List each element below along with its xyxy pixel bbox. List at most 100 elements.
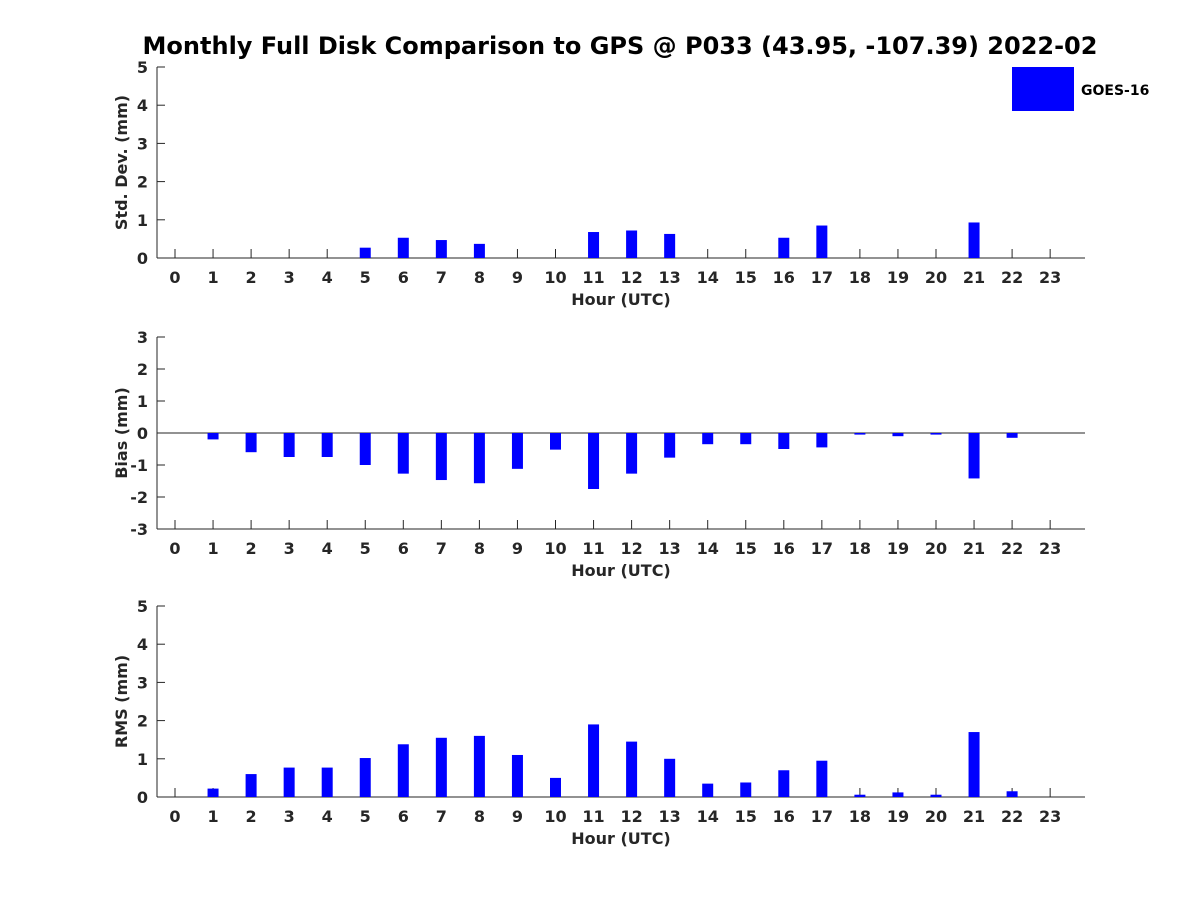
rms-x-tick-label: 17 (811, 807, 833, 826)
bias-bar (664, 433, 676, 458)
std-dev-x-tick-label: 4 (322, 268, 333, 287)
bias-x-tick-label: 19 (887, 539, 909, 558)
std-dev-x-tick-label: 19 (887, 268, 909, 287)
std-dev-y-axis-label: Std. Dev. (mm) (112, 95, 131, 230)
std-dev-x-tick-label: 10 (544, 268, 566, 287)
rms-x-tick-label: 13 (659, 807, 681, 826)
rms-x-tick-label: 1 (207, 807, 218, 826)
rms-y-tick-label: 5 (137, 597, 148, 616)
bias-bar (550, 433, 561, 450)
rms-y-tick-label: 1 (137, 750, 148, 769)
std-dev-x-tick-label: 14 (697, 268, 719, 287)
legend-swatch (1012, 67, 1074, 111)
bias-x-tick-label: 10 (544, 539, 566, 558)
rms-x-axis-label: Hour (UTC) (571, 829, 671, 848)
figure-title: Monthly Full Disk Comparison to GPS @ P0… (143, 32, 1098, 60)
std-dev-bar (397, 237, 409, 258)
legend-label: GOES-16 (1081, 83, 1149, 99)
std-dev-bar (664, 233, 676, 258)
std-dev-x-tick-label: 11 (582, 268, 604, 287)
bias-bar (930, 433, 942, 435)
bias-x-tick-label: 1 (207, 539, 218, 558)
std-dev-bar (435, 240, 447, 258)
std-dev-bar (359, 247, 371, 258)
rms-bar (207, 788, 219, 797)
std-dev-bar (473, 243, 485, 258)
bias-x-tick-label: 16 (773, 539, 795, 558)
std-dev-y-tick-label: 4 (137, 96, 148, 115)
bias-y-tick-label: 1 (137, 392, 148, 411)
std-dev-x-tick-label: 3 (284, 268, 295, 287)
std-dev-bar (626, 230, 638, 258)
std-dev-bar (968, 222, 980, 258)
bias-x-tick-label: 5 (360, 539, 371, 558)
rms-bar (321, 767, 333, 797)
bias-y-tick-label: 3 (137, 328, 148, 347)
std-dev-x-tick-label: 16 (773, 268, 795, 287)
rms-x-tick-label: 4 (322, 807, 333, 826)
rms-bar (626, 741, 638, 797)
rms-bar (1006, 791, 1018, 797)
bias-bar (778, 433, 790, 449)
bias-bar (588, 433, 600, 489)
bias-x-tick-label: 6 (398, 539, 409, 558)
bias-bar (816, 433, 828, 448)
rms-x-tick-label: 10 (544, 807, 566, 826)
std-dev-x-tick-label: 9 (512, 268, 523, 287)
rms-bar (283, 767, 295, 797)
rms-x-tick-label: 19 (887, 807, 909, 826)
rms-bar (473, 735, 485, 797)
rms-bar (968, 732, 980, 797)
bias-bar (435, 433, 447, 481)
bias-x-tick-label: 14 (697, 539, 719, 558)
std-dev-x-axis-label: Hour (UTC) (571, 290, 671, 309)
bias-bar (321, 433, 333, 457)
bias-bar (473, 433, 485, 484)
std-dev-x-tick-label: 5 (360, 268, 371, 287)
std-dev-x-tick-label: 7 (436, 268, 447, 287)
bias-x-tick-label: 9 (512, 539, 523, 558)
bias-x-tick-label: 2 (246, 539, 257, 558)
bias-bar (702, 433, 714, 445)
bias-x-tick-label: 23 (1039, 539, 1061, 558)
std-dev-y-tick-label: 2 (137, 173, 148, 192)
rms-bar (930, 794, 942, 797)
bias-bar (283, 433, 295, 457)
bias-y-tick-label: 2 (137, 360, 148, 379)
rms-x-tick-label: 16 (773, 807, 795, 826)
rms-bar (778, 770, 790, 797)
rms-y-tick-label: 3 (137, 673, 148, 692)
bias-y-tick-label: 0 (137, 424, 148, 443)
bias-y-tick-label: -3 (130, 520, 148, 539)
std-dev-x-tick-label: 2 (246, 268, 257, 287)
bias-x-tick-label: 20 (925, 539, 947, 558)
legend: GOES-16 (1012, 67, 1149, 111)
rms-bar (854, 794, 866, 797)
bias-x-tick-label: 0 (169, 539, 180, 558)
rms-x-tick-label: 5 (360, 807, 371, 826)
rms-bar (702, 783, 714, 797)
rms-bar (435, 737, 447, 797)
rms-x-tick-label: 18 (849, 807, 871, 826)
rms-y-tick-label: 0 (137, 788, 148, 807)
bias-bar (1006, 433, 1018, 438)
std-dev-x-tick-label: 18 (849, 268, 871, 287)
bias-y-tick-label: -2 (130, 488, 148, 507)
std-dev-y-tick-label: 1 (137, 211, 148, 230)
bias-bar (740, 433, 752, 445)
bias-x-tick-label: 4 (322, 539, 333, 558)
std-dev-x-tick-label: 13 (659, 268, 681, 287)
bias-x-tick-label: 15 (735, 539, 757, 558)
bias-x-tick-label: 7 (436, 539, 447, 558)
bias-x-tick-label: 3 (284, 539, 295, 558)
std-dev-x-tick-label: 6 (398, 268, 409, 287)
rms-bar (359, 758, 371, 797)
std-dev-x-tick-label: 23 (1039, 268, 1061, 287)
std-dev-y-tick-label: 0 (137, 249, 148, 268)
std-dev-bar (816, 225, 828, 258)
rms-x-tick-label: 12 (620, 807, 642, 826)
rms-bar (816, 760, 828, 797)
std-dev-bar (778, 237, 790, 258)
